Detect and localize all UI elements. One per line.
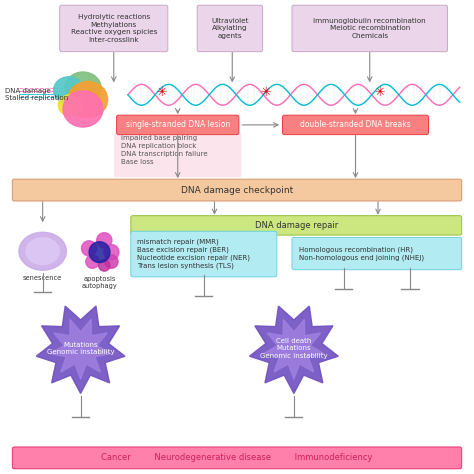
Ellipse shape (65, 72, 101, 103)
FancyBboxPatch shape (292, 5, 447, 52)
Circle shape (97, 233, 112, 248)
FancyBboxPatch shape (131, 216, 462, 235)
Circle shape (105, 255, 118, 268)
Polygon shape (36, 306, 125, 393)
FancyBboxPatch shape (131, 231, 277, 277)
Ellipse shape (19, 232, 66, 270)
Text: ✳: ✳ (374, 86, 384, 99)
Text: impaired base pairing
DNA replication block
DNA transcription failure
Base loss: impaired base pairing DNA replication bl… (121, 135, 208, 165)
Text: ✳: ✳ (156, 86, 166, 99)
Text: DNA damage
Stalled replication: DNA damage Stalled replication (5, 88, 68, 101)
Text: Mutations
Genomic instability: Mutations Genomic instability (47, 342, 114, 355)
Text: DNA damage checkpoint: DNA damage checkpoint (181, 186, 293, 194)
Text: Cell death
Mutations
Genomic instability: Cell death Mutations Genomic instability (260, 338, 328, 359)
Text: Homologous recombination (HR)
Non-homologous end joining (NHEJ): Homologous recombination (HR) Non-homolo… (299, 246, 424, 261)
Polygon shape (50, 319, 111, 379)
Text: DNA damage repair: DNA damage repair (255, 221, 338, 230)
FancyBboxPatch shape (114, 133, 241, 177)
Polygon shape (264, 319, 324, 379)
Text: single-stranded DNA lesion: single-stranded DNA lesion (126, 120, 230, 129)
Circle shape (82, 241, 97, 256)
FancyBboxPatch shape (12, 447, 462, 469)
Circle shape (104, 245, 119, 260)
Text: senescence: senescence (23, 275, 62, 281)
Ellipse shape (26, 238, 59, 264)
Ellipse shape (54, 77, 84, 103)
Circle shape (86, 255, 99, 268)
FancyBboxPatch shape (60, 5, 168, 52)
Ellipse shape (58, 95, 82, 116)
Ellipse shape (68, 82, 108, 118)
Text: double-stranded DNA breaks: double-stranded DNA breaks (300, 120, 411, 129)
Text: Hydrolytic reactions
Methylations
Reactive oxygen spicies
Inter-crosslink: Hydrolytic reactions Methylations Reacti… (71, 14, 157, 43)
Text: ✳: ✳ (260, 86, 271, 99)
Circle shape (99, 260, 110, 271)
Text: apoptosis
autophagy: apoptosis autophagy (82, 276, 118, 289)
Text: Immunoglobulin recombination
Meiotic recombination
Chemicals: Immunoglobulin recombination Meiotic rec… (313, 18, 426, 39)
Text: Ultraviolet
Alkylating
agents: Ultraviolet Alkylating agents (211, 18, 249, 39)
FancyBboxPatch shape (292, 237, 462, 270)
Polygon shape (249, 306, 338, 393)
FancyBboxPatch shape (12, 179, 462, 201)
Circle shape (89, 242, 110, 263)
FancyBboxPatch shape (117, 115, 239, 135)
FancyBboxPatch shape (197, 5, 263, 52)
Ellipse shape (63, 91, 103, 127)
FancyBboxPatch shape (283, 115, 428, 135)
Text: mismatch repair (MMR)
Base excision repair (BER)
Nucleotide excision repair (NER: mismatch repair (MMR) Base excision repa… (137, 239, 250, 269)
Text: Cancer         Neurodegenerative disease         Immunodeficiency: Cancer Neurodegenerative disease Immunod… (101, 454, 373, 462)
